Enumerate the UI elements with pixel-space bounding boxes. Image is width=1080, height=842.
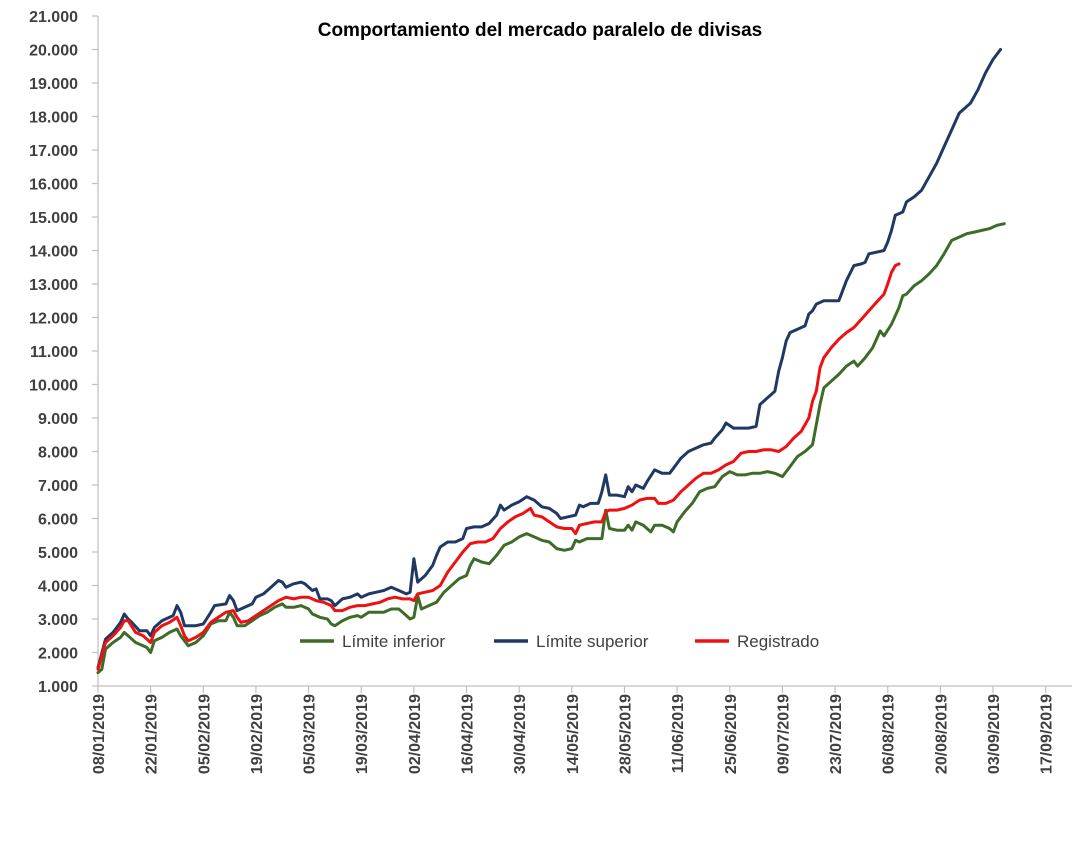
y-tick-label: 16.000 bbox=[29, 177, 78, 194]
legend-label: Límite superior bbox=[536, 632, 649, 651]
y-tick-label: 5.000 bbox=[38, 545, 78, 562]
chart-title: Comportamiento del mercado paralelo de d… bbox=[318, 20, 763, 41]
y-axis-tick-labels: 1.000 2.000 3.000 4.000 5.000 6.000 7.000 8.000… bbox=[29, 9, 98, 696]
y-tick-label: 15.000 bbox=[29, 210, 78, 227]
x-tick-label: 17/09/2019 bbox=[1039, 694, 1056, 774]
y-tick-label: 6.000 bbox=[38, 512, 78, 529]
x-tick-label: 19/02/2019 bbox=[249, 694, 266, 774]
y-tick-label: 4.000 bbox=[38, 579, 78, 596]
y-tick-label: 14.000 bbox=[29, 244, 78, 261]
y-tick-label: 18.000 bbox=[29, 110, 78, 127]
x-tick-label: 16/04/2019 bbox=[460, 694, 477, 774]
x-tick-label: 11/06/2019 bbox=[670, 694, 687, 773]
legend-label: Registrado bbox=[737, 632, 819, 651]
series-line-registrado bbox=[96, 262, 901, 671]
y-tick-label: 12.000 bbox=[29, 311, 78, 328]
x-tick-label: 30/04/2019 bbox=[512, 694, 529, 774]
x-tick-label: 25/06/2019 bbox=[723, 694, 740, 774]
x-tick-label: 19/03/2019 bbox=[354, 694, 371, 774]
y-tick-label: 1.000 bbox=[38, 679, 78, 696]
y-tick-label: 2.000 bbox=[38, 646, 78, 663]
x-tick-label: 28/05/2019 bbox=[617, 694, 634, 774]
x-tick-label: 23/07/2019 bbox=[828, 694, 845, 774]
x-tick-label: 08/01/2019 bbox=[91, 694, 108, 774]
x-tick-label: 20/08/2019 bbox=[933, 694, 950, 774]
x-tick-label: 05/03/2019 bbox=[302, 694, 319, 774]
y-tick-label: 3.000 bbox=[38, 612, 78, 629]
y-tick-label: 21.000 bbox=[29, 9, 78, 26]
y-tick-label: 19.000 bbox=[29, 76, 78, 93]
y-tick-label: 7.000 bbox=[38, 478, 78, 495]
y-tick-label: 13.000 bbox=[29, 277, 78, 294]
x-tick-label: 14/05/2019 bbox=[565, 694, 582, 774]
axes bbox=[97, 16, 1072, 687]
x-tick-label: 03/09/2019 bbox=[986, 694, 1003, 774]
y-tick-label: 10.000 bbox=[29, 378, 78, 395]
y-tick-label: 8.000 bbox=[38, 445, 78, 462]
x-tick-label: 09/07/2019 bbox=[775, 694, 792, 774]
y-tick-label: 20.000 bbox=[29, 43, 78, 60]
y-tick-label: 9.000 bbox=[38, 411, 78, 428]
series-line-superior bbox=[96, 48, 1002, 670]
x-tick-label: 06/08/2019 bbox=[881, 694, 898, 774]
legend-label: Límite inferior bbox=[342, 632, 445, 651]
x-tick-label: 02/04/2019 bbox=[407, 694, 424, 774]
series-line-inferior bbox=[96, 222, 1006, 675]
x-tick-label: 22/01/2019 bbox=[144, 694, 161, 774]
y-tick-label: 11.000 bbox=[30, 344, 78, 361]
legend: Límite inferior Límite superior Registrado bbox=[300, 632, 819, 651]
y-tick-label: 17.000 bbox=[29, 143, 78, 160]
x-tick-label: 05/02/2019 bbox=[196, 694, 213, 774]
series-lines bbox=[96, 48, 1006, 675]
x-axis-tick-labels: 08/01/2019 22/01/2019 05/02/2019 19/02/2019… bbox=[91, 686, 1056, 774]
